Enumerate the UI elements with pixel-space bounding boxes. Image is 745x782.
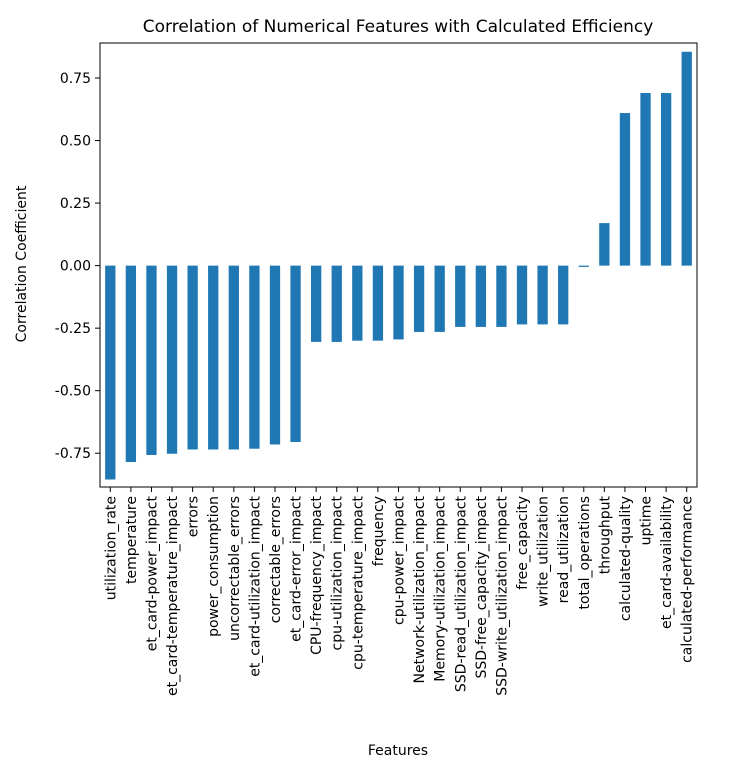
bar <box>558 265 569 325</box>
y-axis: -0.75 -0.50 -0.25 0.00 0.25 0.50 0.75 <box>55 71 100 462</box>
bar <box>187 265 198 450</box>
bar <box>619 113 631 266</box>
bars-group <box>105 51 692 480</box>
bar <box>146 265 157 455</box>
x-tick-label: uptime <box>639 496 655 545</box>
x-tick-label: total_operations <box>577 496 593 610</box>
y-tick-label: -0.25 <box>55 321 91 337</box>
x-tick-label: cpu-utilization_impact <box>330 495 346 650</box>
x-tick-label: calculated-quality <box>618 496 634 621</box>
bar <box>290 265 301 442</box>
y-tick-label: 0.75 <box>60 71 91 87</box>
x-tick-label: CPU-frequency_impact <box>309 495 325 654</box>
x-tick-label: temperature <box>124 496 140 584</box>
x-tick-label: et_card-temperature_impact <box>165 495 181 696</box>
x-tick-label: read_utilization <box>556 496 572 603</box>
x-tick-label: write_utilization <box>536 496 552 607</box>
bar <box>166 265 178 454</box>
y-tick-label: 0.00 <box>60 259 91 275</box>
x-tick-label: SSD-free_capacity_impact <box>474 495 490 678</box>
bar <box>125 265 137 462</box>
plot-frame <box>99 42 698 488</box>
bar <box>496 265 507 327</box>
chart-title: Correlation of Numerical Features with C… <box>143 17 654 37</box>
bar <box>269 265 281 445</box>
x-tick-label: SSD-write_utilization_impact <box>494 495 510 695</box>
x-tick-label: SSD-read_utilization_impact <box>453 495 469 692</box>
bar <box>249 265 260 449</box>
x-tick-label: et_card-utilization_impact <box>247 496 263 677</box>
bar <box>475 265 486 327</box>
bar <box>352 265 363 341</box>
x-tick-label: et_card-error_impact <box>289 495 305 641</box>
y-tick-label: 0.25 <box>60 196 91 212</box>
x-tick-label: errors <box>186 496 202 537</box>
bar <box>455 265 466 327</box>
bar <box>537 265 548 325</box>
x-tick-label: et_card-power_impact <box>144 495 160 651</box>
x-axis: utilization_rate temperature et_card-power… <box>103 487 696 696</box>
x-tick-label: free_capacity <box>515 496 531 590</box>
bar <box>413 265 425 332</box>
bar <box>516 265 528 325</box>
bar <box>105 265 116 480</box>
y-tick-label: -0.50 <box>55 384 91 400</box>
y-tick-label: 0.50 <box>60 134 91 150</box>
x-tick-label: power_consumption <box>206 496 222 637</box>
bar <box>331 265 342 342</box>
bar <box>208 265 219 450</box>
y-tick-label: -0.75 <box>55 446 91 462</box>
bar <box>311 265 322 342</box>
bar <box>578 265 589 267</box>
y-axis-label: Correlation Coefficient <box>14 185 30 342</box>
x-tick-label: cpu-temperature_impact <box>350 495 366 669</box>
bar <box>681 51 692 266</box>
bar <box>599 223 610 266</box>
x-tick-label: correctable_errors <box>268 496 284 623</box>
x-tick-label: et_card-availability <box>659 496 675 629</box>
x-tick-label: frequency <box>371 496 387 566</box>
x-tick-label: throughput <box>597 495 613 574</box>
bar <box>393 265 404 340</box>
x-tick-label: uncorrectable_errors <box>227 496 243 641</box>
bar <box>372 265 384 341</box>
bar <box>660 93 672 266</box>
x-tick-label: calculated-performance <box>680 496 696 663</box>
x-axis-label: Features <box>368 743 428 759</box>
x-tick-label: utilization_rate <box>103 496 119 600</box>
x-tick-label: Network-utilization_impact <box>412 495 428 683</box>
x-tick-label: Memory-utilization_impact <box>433 495 449 681</box>
x-tick-label: cpu-power_impact <box>392 495 408 624</box>
bar <box>228 265 239 450</box>
bar <box>640 93 651 266</box>
bar <box>434 265 445 332</box>
